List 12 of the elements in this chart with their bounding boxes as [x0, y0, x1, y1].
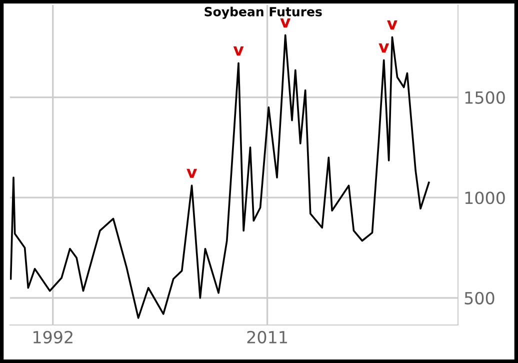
annotation: v [378, 43, 390, 53]
line-series [10, 34, 430, 319]
annotation: v [186, 168, 197, 178]
x-tick-label: 2011 [247, 330, 287, 344]
y-tick-label: 500 [464, 292, 494, 304]
x-tick-label: 1992 [34, 330, 72, 344]
annotation: v [233, 46, 244, 56]
annotation: v [280, 18, 291, 28]
y-tick-label: 1500 [465, 91, 505, 104]
annotation: v [387, 20, 398, 30]
chart-title: Soybean Futures [204, 6, 322, 19]
y-tick-label: 1000 [465, 192, 505, 204]
